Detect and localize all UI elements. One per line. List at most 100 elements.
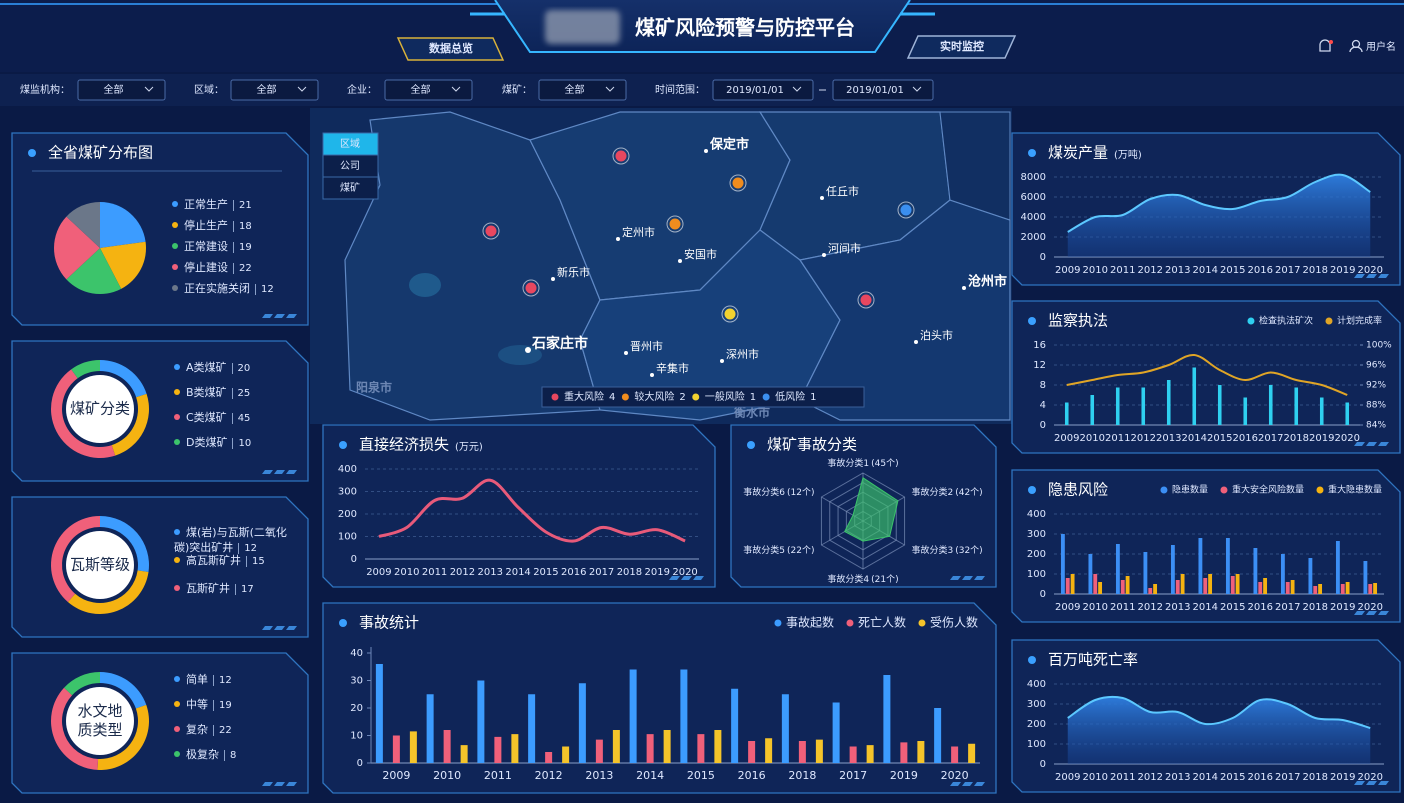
filter-select[interactable]	[384, 79, 473, 101]
place-label: 沧州市	[968, 274, 1007, 290]
bar	[1198, 538, 1203, 594]
risk-marker[interactable]	[724, 308, 736, 320]
risk-marker[interactable]	[525, 282, 537, 294]
x-tick-label: 2019	[1330, 602, 1355, 613]
risk-marker-ring[interactable]	[721, 305, 739, 323]
legend-dot	[174, 363, 180, 370]
nav-button[interactable]	[396, 37, 505, 61]
bar	[765, 738, 773, 763]
risk-marker-ring[interactable]	[857, 291, 875, 309]
y-tick-label: 8000	[1021, 172, 1046, 183]
area	[1067, 696, 1371, 764]
nav-button[interactable]	[906, 35, 1017, 59]
risk-marker-ring[interactable]	[522, 279, 540, 297]
legend-item: 极复杂 8	[174, 747, 237, 761]
filter-select[interactable]	[77, 79, 166, 101]
x-tick-label: 2013	[478, 567, 503, 578]
map-tab-label[interactable]: 区域	[340, 137, 360, 150]
x-tick-label: 2010	[1083, 772, 1108, 783]
bar	[460, 745, 468, 763]
legend-name: 中等	[186, 697, 208, 711]
risk-marker[interactable]	[900, 204, 912, 216]
legend-value: 21	[233, 200, 252, 211]
legend-count: 2	[679, 392, 685, 403]
filter-value[interactable]: 全部	[257, 83, 277, 96]
legend-item: D类煤矿 10	[174, 436, 252, 449]
risk-marker-ring[interactable]	[482, 222, 500, 240]
radar-area	[844, 477, 899, 542]
legend-value: 10	[232, 437, 252, 449]
x-tick-label: 2011	[1105, 433, 1130, 444]
slice	[67, 570, 149, 614]
filter-select[interactable]	[712, 79, 814, 101]
bell-icon[interactable]	[1319, 39, 1333, 52]
filter-select[interactable]	[538, 79, 627, 101]
risk-marker[interactable]	[615, 150, 627, 162]
donut-center	[66, 687, 134, 755]
title-dot	[1028, 317, 1036, 325]
nav-label[interactable]: 数据总览	[429, 41, 473, 55]
panel-deco	[262, 626, 273, 630]
map-tab-label[interactable]: 煤矿	[340, 181, 360, 194]
risk-marker[interactable]	[732, 177, 744, 189]
map-tab[interactable]	[322, 176, 379, 200]
filter-value[interactable]: 全部	[565, 83, 585, 96]
x-tick-label: 2016	[1248, 602, 1273, 613]
x-tick-label: 2015	[1220, 265, 1245, 276]
x-tick-label: 2013	[1156, 433, 1181, 444]
filters: 煤监机构： 全部 区域： 全部 企业： 全部 煤矿： 全部 时间范围： 2019/01/01 201…	[20, 79, 934, 101]
x-tick-label: 2012	[1138, 602, 1163, 613]
legend-item: 简单 12	[174, 673, 232, 686]
x-tick-label: 2009	[382, 769, 410, 782]
y-tick-label: 30	[350, 676, 363, 687]
bar	[849, 746, 857, 763]
bar	[595, 739, 603, 763]
legend-item: 高瓦斯矿井 15	[174, 554, 265, 567]
x-tick-label: 2020	[672, 567, 697, 578]
panel-title: 监察执法	[1048, 312, 1108, 330]
x-tick-label: 2011	[1110, 602, 1135, 613]
x-tick-label: 2020	[941, 769, 969, 782]
legend-dot	[174, 675, 180, 682]
legend-name: 极复杂	[186, 747, 219, 761]
filter-value[interactable]: 2019/01/01	[726, 85, 784, 96]
nav-label[interactable]: 实时监控	[940, 39, 984, 53]
bar	[426, 694, 434, 763]
x-tick-label: 2016	[738, 769, 766, 782]
legend-value: 20	[231, 362, 251, 374]
legend-row: 停止生产 18	[172, 218, 302, 234]
risk-marker[interactable]	[485, 225, 497, 237]
bar	[1319, 397, 1324, 425]
panel-deco	[1366, 442, 1377, 446]
legend-row: 煤(岩)与瓦斯(二氧化碳)突出矿井 12	[174, 525, 299, 556]
risk-marker[interactable]	[669, 218, 681, 230]
x-tick-label: 2013	[585, 769, 613, 782]
filter-label: 时间范围：	[655, 83, 705, 96]
panel-deco	[962, 782, 973, 786]
panel-deco	[274, 470, 285, 474]
risk-marker-ring[interactable]	[666, 215, 684, 233]
place-dot	[914, 340, 918, 344]
filter-value[interactable]: 全部	[104, 83, 124, 96]
title-dot	[747, 441, 755, 449]
panel-deco	[1378, 781, 1389, 785]
legend-item: 正常生产 21	[172, 198, 252, 211]
filter-select[interactable]	[230, 79, 319, 101]
user-name[interactable]: 用户名	[1366, 40, 1396, 53]
risk-marker-ring[interactable]	[729, 174, 747, 192]
risk-marker-ring[interactable]	[897, 201, 915, 219]
panel-deco	[286, 470, 297, 474]
risk-marker[interactable]	[860, 294, 872, 306]
panel-frame	[1011, 469, 1401, 623]
filter-select[interactable]	[832, 79, 934, 101]
filter-value[interactable]: 2019/01/01	[846, 85, 904, 96]
legend-item: 正常建设 19	[172, 240, 252, 253]
filter-value[interactable]: 全部	[411, 83, 431, 96]
user-icon[interactable]	[1349, 39, 1363, 53]
place-dot	[720, 359, 724, 363]
chevron	[451, 86, 461, 92]
map-tab-label[interactable]: 公司	[340, 161, 360, 172]
y-tick-label: 0	[1040, 252, 1046, 263]
risk-marker-ring[interactable]	[612, 147, 630, 165]
logo	[545, 10, 620, 44]
